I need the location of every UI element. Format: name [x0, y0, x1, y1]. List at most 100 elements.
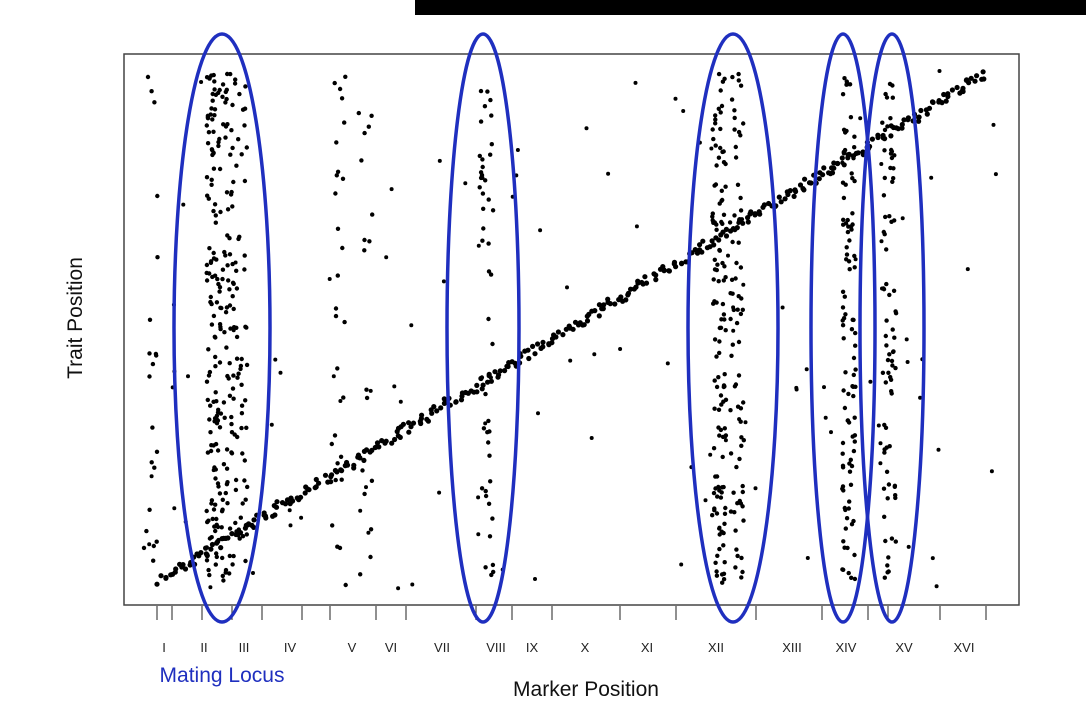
data-point-254 — [740, 220, 746, 226]
data-point-846 — [710, 127, 715, 132]
data-point-907 — [738, 195, 743, 201]
data-point-49 — [272, 512, 278, 518]
data-point-1071 — [883, 214, 888, 220]
data-point-492 — [205, 114, 211, 120]
data-point-400 — [213, 390, 218, 395]
data-point-437 — [204, 262, 210, 268]
x-tick-label-III: III — [239, 640, 250, 655]
data-point-829 — [722, 372, 727, 377]
data-point-586 — [223, 124, 229, 129]
data-point-820 — [721, 149, 726, 154]
data-point-844 — [711, 301, 716, 306]
data-point-200 — [618, 294, 624, 300]
data-point-967 — [849, 171, 854, 176]
data-point-521 — [223, 490, 228, 496]
data-point-423 — [215, 448, 221, 453]
data-point-189 — [589, 308, 595, 314]
data-point-1070 — [892, 483, 898, 488]
data-point-1053 — [890, 179, 895, 184]
data-point-99 — [382, 440, 388, 446]
data-point-636 — [235, 375, 240, 380]
data-point-886 — [733, 528, 738, 533]
data-point-391 — [204, 278, 210, 283]
data-point-69 — [313, 484, 319, 490]
data-point-334 — [924, 111, 930, 117]
data-point-311 — [869, 136, 876, 142]
data-point-316 — [880, 135, 886, 141]
data-point-3 — [163, 575, 169, 581]
highlight-ellipse-VIII — [445, 32, 521, 624]
data-point-92 — [369, 447, 375, 453]
data-point-961 — [844, 252, 850, 257]
data-point-1144 — [288, 523, 293, 528]
data-point-732 — [488, 479, 493, 484]
data-point-143 — [488, 378, 494, 384]
data-point-18 — [198, 550, 204, 556]
data-point-486 — [204, 558, 210, 563]
data-point-445 — [213, 354, 218, 360]
data-point-1133 — [149, 474, 154, 479]
data-point-1034 — [851, 156, 856, 161]
data-point-600 — [245, 484, 250, 490]
data-point-499 — [214, 399, 219, 404]
data-point-380 — [152, 100, 157, 105]
data-point-465 — [207, 536, 213, 541]
data-point-929 — [728, 408, 733, 413]
data-point-719 — [478, 170, 484, 175]
data-point-414 — [214, 551, 219, 556]
data-point-573 — [223, 135, 228, 140]
data-point-727 — [485, 430, 490, 435]
data-point-539 — [230, 280, 236, 285]
data-point-1118 — [338, 399, 343, 403]
data-point-1134 — [233, 260, 238, 265]
data-point-834 — [711, 490, 717, 496]
data-point-262 — [757, 211, 763, 217]
data-point-491 — [208, 403, 213, 408]
data-point-26 — [218, 545, 224, 551]
data-point-1130 — [476, 243, 481, 248]
data-point-785 — [715, 494, 720, 499]
data-point-858 — [716, 279, 721, 284]
data-point-588 — [220, 573, 225, 579]
data-point-687 — [368, 554, 373, 560]
data-point-1212 — [278, 370, 283, 375]
data-point-790 — [721, 212, 727, 217]
data-point-216 — [653, 277, 659, 283]
data-point-147 — [496, 372, 502, 378]
data-point-567 — [225, 480, 230, 485]
data-point-838 — [717, 433, 722, 438]
data-point-1127 — [900, 216, 905, 221]
data-point-924 — [736, 294, 741, 299]
data-point-502 — [209, 177, 214, 182]
data-point-963 — [840, 463, 846, 468]
data-point-686 — [367, 239, 372, 244]
data-point-1014 — [841, 539, 846, 544]
data-point-1175 — [737, 417, 742, 422]
data-point-1057 — [893, 539, 898, 544]
data-point-431 — [204, 123, 209, 128]
data-point-871 — [732, 115, 737, 121]
data-point-876 — [733, 565, 738, 570]
data-point-816 — [723, 505, 728, 511]
data-point-341 — [941, 91, 947, 98]
data-point-207 — [633, 284, 639, 290]
data-point-317 — [888, 133, 894, 139]
data-point-585 — [220, 267, 226, 272]
data-point-916 — [730, 291, 735, 296]
data-point-661 — [333, 191, 338, 196]
data-point-623 — [242, 123, 247, 128]
data-point-119 — [429, 410, 435, 416]
data-point-995 — [840, 180, 846, 185]
x-tick-label-VII: VII — [434, 640, 450, 655]
data-point-1086 — [884, 343, 889, 348]
data-point-679 — [364, 387, 369, 392]
points-layer — [141, 69, 998, 591]
data-point-374 — [149, 460, 154, 465]
data-point-455 — [210, 91, 215, 97]
data-point-647 — [335, 273, 340, 278]
data-point-827 — [720, 260, 725, 266]
data-point-866 — [738, 83, 744, 88]
data-point-965 — [849, 463, 855, 469]
data-point-1183 — [681, 109, 686, 113]
data-point-483 — [206, 518, 211, 523]
